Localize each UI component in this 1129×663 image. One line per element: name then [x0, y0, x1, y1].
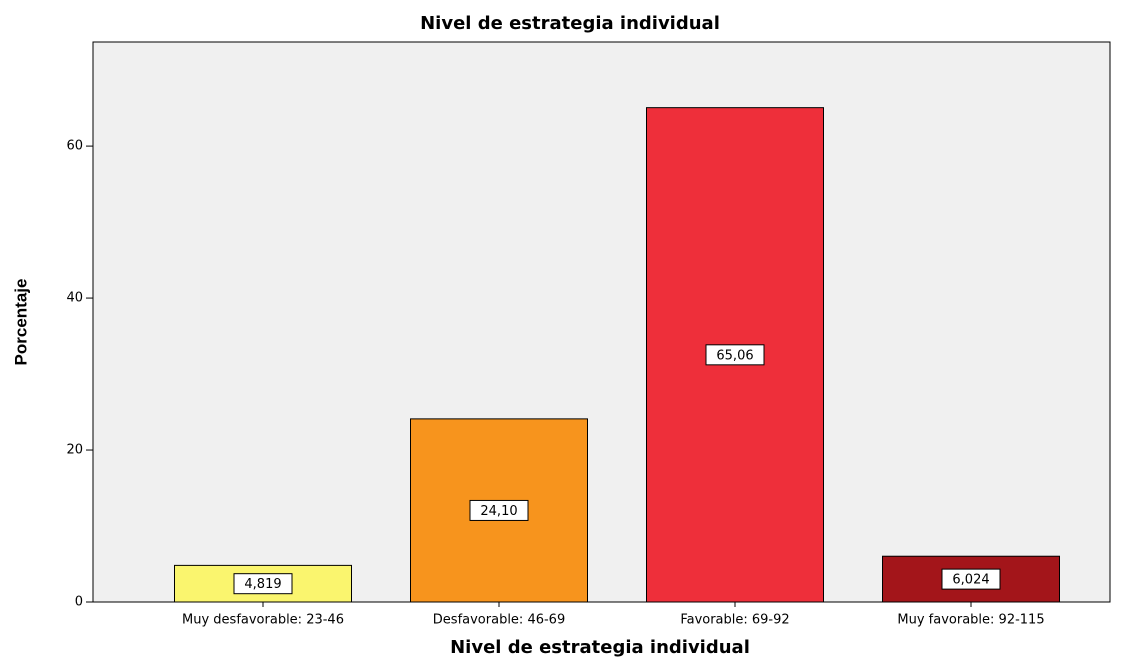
y-tick-label: 0 — [75, 595, 83, 610]
x-tick-label: Favorable: 69-92 — [680, 613, 789, 628]
value-label: 24,10 — [480, 504, 517, 519]
x-tick-label: Desfavorable: 46-69 — [433, 613, 565, 628]
y-tick-label: 40 — [66, 291, 83, 306]
x-axis-title: Nivel de estrategia individual — [450, 637, 750, 658]
x-tick-label: Muy desfavorable: 23-46 — [182, 613, 344, 628]
y-axis-title: Porcentaje — [11, 279, 30, 366]
y-tick-label: 20 — [66, 443, 83, 458]
plot-area — [92, 41, 1111, 603]
value-label: 6,024 — [952, 573, 989, 588]
value-label-box — [233, 573, 293, 595]
value-label: 65,06 — [716, 348, 753, 363]
value-label: 4,819 — [244, 577, 281, 592]
y-tick-label: 60 — [66, 139, 83, 154]
value-label-box — [941, 568, 1001, 590]
chart-title: Nivel de estrategia individual — [420, 13, 720, 34]
value-label-box — [469, 499, 529, 521]
value-label-box — [705, 344, 765, 366]
x-tick-label: Muy favorable: 92-115 — [897, 613, 1044, 628]
